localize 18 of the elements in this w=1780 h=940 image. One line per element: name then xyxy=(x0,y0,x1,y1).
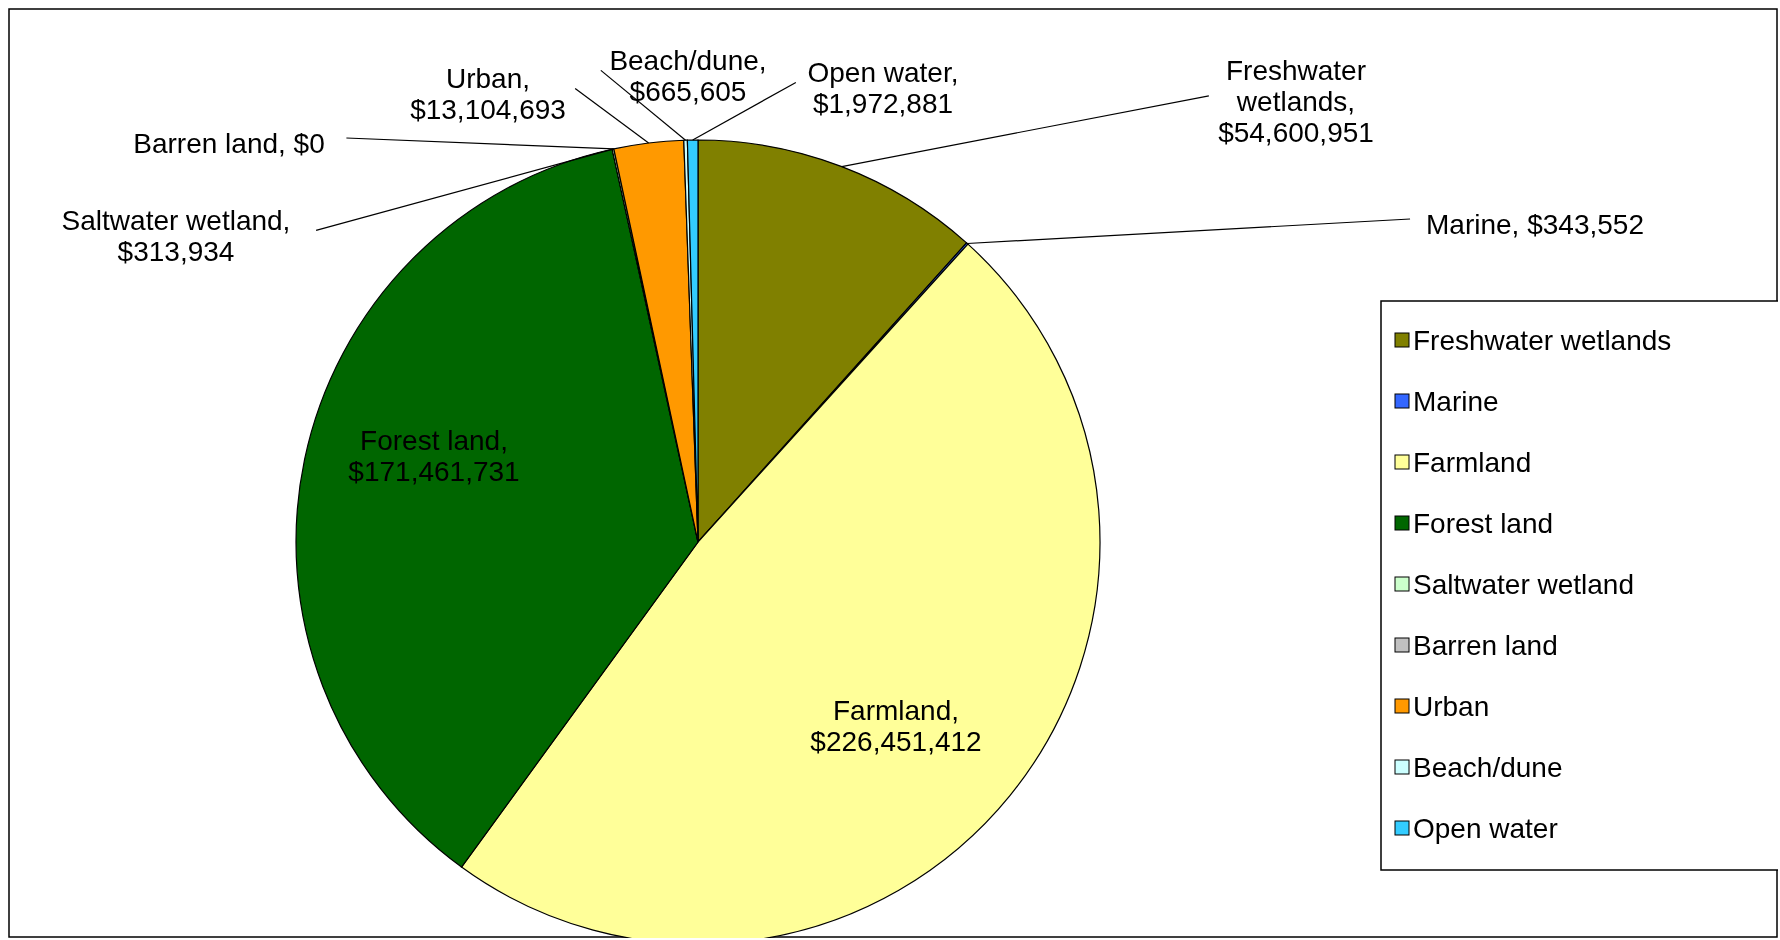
legend-label: Freshwater wetlands xyxy=(1413,325,1672,356)
data-label: Marine, $343,552 xyxy=(1426,209,1644,241)
legend-label: Saltwater wetland xyxy=(1413,569,1635,600)
legend-label: Barren land xyxy=(1413,630,1558,661)
legend-label: Urban xyxy=(1413,691,1490,722)
text: Barren land, $0 xyxy=(133,128,325,160)
legend-label: Marine xyxy=(1413,386,1499,417)
legend-label: Farmland xyxy=(1413,447,1532,478)
data-label: Forest land, $171,461,731 xyxy=(348,425,520,488)
data-label: Urban, $13,104,693 xyxy=(410,63,566,126)
legend-label: Open water xyxy=(1413,813,1558,844)
legend-label: Forest land xyxy=(1413,508,1554,539)
data-label: Open water, $1,972,881 xyxy=(807,57,959,120)
legend-label: Beach/dune xyxy=(1413,752,1563,783)
data-label: Farmland, $226,451,412 xyxy=(810,695,982,758)
data-label: Beach/dune, $665,605 xyxy=(609,45,767,108)
data-label: Freshwater wetlands, $54,600,951 xyxy=(1218,55,1374,148)
data-label: Saltwater wetland, $313,934 xyxy=(61,205,291,268)
